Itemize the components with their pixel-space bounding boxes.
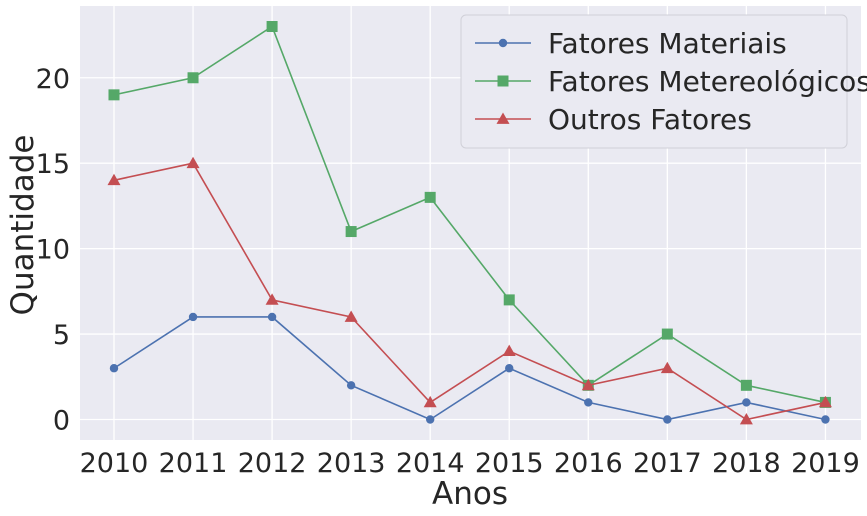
y-tick-label: 10 <box>36 235 70 266</box>
x-tick-label: 2018 <box>712 448 781 479</box>
y-tick-label: 5 <box>53 320 70 351</box>
legend-entry: Outros Fatores <box>475 103 752 136</box>
legend: Fatores Materiais Fatores Metereológicos O… <box>460 14 867 149</box>
data-point <box>497 75 509 87</box>
legend-entry: Fatores Metereológicos <box>475 65 867 98</box>
x-tick-label: 2011 <box>159 448 228 479</box>
x-tick-label: 2013 <box>317 448 386 479</box>
x-tick-label: 2012 <box>238 448 307 479</box>
data-point <box>739 412 753 425</box>
data-point <box>581 378 595 391</box>
series-line <box>113 316 826 421</box>
data-point <box>344 310 358 322</box>
series-line <box>113 25 826 404</box>
x-tick-label: 2019 <box>791 448 860 479</box>
y-tick-label: 20 <box>36 64 70 95</box>
data-point <box>660 361 674 374</box>
x-tick-label: 2010 <box>80 448 149 479</box>
data-point <box>503 294 515 306</box>
series-line <box>113 162 826 421</box>
data-point <box>498 38 508 48</box>
data-point <box>108 89 120 101</box>
data-point <box>740 379 752 391</box>
series-1 <box>109 312 830 424</box>
y-tick-labels: 0 5 10 15 20 <box>36 64 70 437</box>
data-point <box>424 191 436 203</box>
y-tick-label: 0 <box>53 405 70 436</box>
data-point <box>505 364 514 373</box>
series-3 <box>107 156 832 425</box>
data-point <box>265 293 279 305</box>
data-point <box>663 415 672 424</box>
data-point <box>188 312 198 322</box>
data-point <box>425 415 435 424</box>
y-tick-label: 15 <box>36 149 70 180</box>
legend-entry: Fatores Materiais <box>475 27 787 60</box>
legend-label: Fatores Materiais <box>548 27 787 60</box>
x-tick-label: 2016 <box>554 448 623 479</box>
x-tick-labels: 2010 2011 2012 2013 2014 2015 2016 2017 2018 2019 <box>80 448 860 479</box>
legend-label: Outros Fatores <box>548 103 752 136</box>
data-point <box>187 72 199 84</box>
data-point <box>661 328 673 340</box>
legend-box <box>460 14 848 149</box>
data-point <box>109 364 119 373</box>
data-point <box>584 398 593 407</box>
data-point <box>345 226 357 238</box>
legend-label: Fatores Metereológicos <box>548 65 867 98</box>
data-point <box>818 395 832 408</box>
x-axis-label: Anos <box>432 476 508 512</box>
data-point <box>423 395 437 408</box>
x-tick-label: 2015 <box>475 448 544 479</box>
data-point <box>107 173 121 186</box>
x-tick-label: 2017 <box>633 448 702 479</box>
data-point <box>742 398 751 407</box>
data-point <box>502 344 516 357</box>
data-point <box>346 381 356 390</box>
data-point <box>267 312 277 322</box>
series-group <box>107 21 832 425</box>
y-axis-label: Quantidade <box>5 135 41 316</box>
x-tick-label: 2014 <box>396 448 465 479</box>
data-point <box>821 415 830 424</box>
data-point <box>496 112 510 124</box>
data-point <box>266 21 278 33</box>
data-point <box>186 156 200 169</box>
